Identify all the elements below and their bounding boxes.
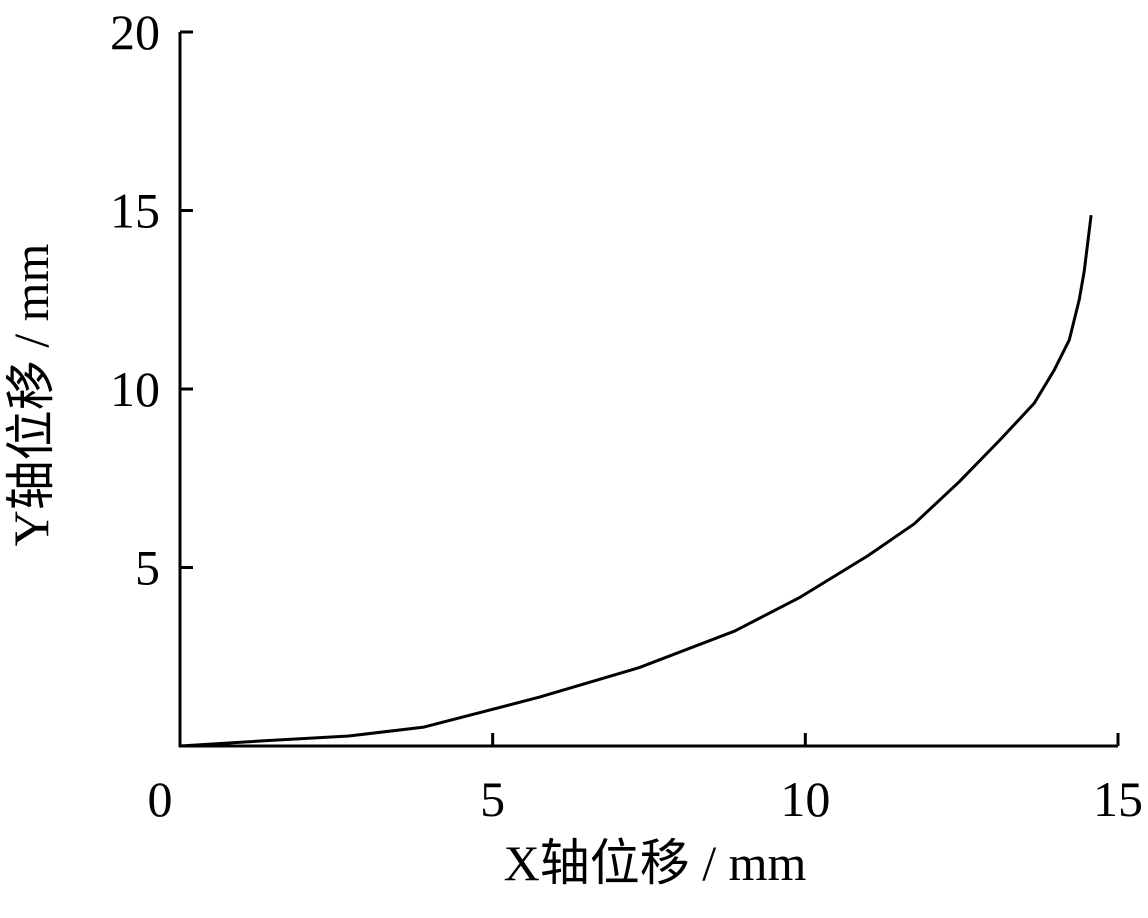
y-tick-label: 15 [110,183,160,239]
x-axis-label: X轴位移 / mm [504,835,807,891]
x-tick-label: 0 [148,771,173,827]
x-tick-label: 15 [1093,771,1143,827]
x-tick-label: 10 [780,771,830,827]
y-tick-label: 10 [110,361,160,417]
y-tick-label: 5 [135,540,160,596]
y-axis-label: Y轴位移 / mm [3,244,59,547]
x-tick-label: 5 [480,771,505,827]
y-tick-label: 20 [110,4,160,60]
data-line [179,214,1093,748]
